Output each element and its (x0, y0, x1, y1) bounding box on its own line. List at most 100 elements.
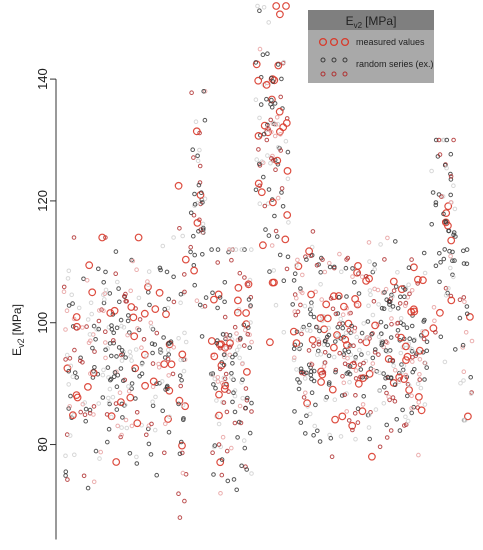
random-series-point (464, 247, 470, 252)
random-series-point (333, 369, 338, 375)
measured-point (415, 393, 423, 401)
random-series-point (385, 340, 390, 346)
random-series-point (220, 332, 226, 337)
random-series-point (403, 414, 408, 420)
random-series-point (199, 190, 204, 195)
random-series-point (247, 430, 253, 436)
measured-point (220, 385, 229, 393)
random-series-point (68, 363, 74, 369)
random-series-point (219, 457, 225, 462)
random-series-point (72, 452, 77, 458)
legend-label-measured: measured values (356, 37, 425, 47)
random-series-point (231, 377, 236, 383)
random-series-point (415, 405, 421, 410)
random-series-point (150, 403, 156, 409)
random-series-point (278, 148, 284, 153)
random-series-point (162, 306, 167, 312)
random-series-point (294, 295, 299, 301)
random-series-point (103, 329, 108, 335)
measured-point (444, 202, 453, 211)
random-series-point (306, 348, 312, 353)
random-series-point (290, 302, 296, 307)
random-series-point (177, 515, 183, 520)
random-series-point (340, 325, 346, 331)
random-series-point (399, 370, 404, 375)
measured-point (129, 313, 138, 322)
legend-marker-random-3 (342, 57, 348, 63)
random-series-point (388, 335, 394, 340)
random-series-point (191, 233, 196, 239)
random-series-point (260, 52, 266, 58)
measured-point (317, 378, 326, 386)
measured-point (338, 412, 347, 421)
random-series-point (230, 354, 235, 360)
measured-point (466, 313, 474, 321)
random-series-point (461, 295, 467, 300)
random-series-point (316, 348, 321, 354)
random-series-point (188, 210, 194, 216)
random-series-point (74, 375, 79, 380)
random-series-point (261, 174, 266, 180)
random-series-point (398, 294, 403, 300)
random-series-point (346, 327, 352, 333)
measured-point (436, 308, 444, 317)
random-series-point (137, 317, 143, 322)
random-series-point (384, 435, 390, 440)
random-series-point (118, 317, 124, 323)
random-series-point (197, 163, 203, 169)
random-series-point (88, 371, 93, 376)
random-series-point (171, 235, 176, 240)
random-series-point (117, 390, 123, 396)
random-series-point (393, 284, 399, 289)
random-series-point (256, 147, 261, 152)
random-series-point (359, 352, 364, 357)
random-series-point (317, 439, 323, 444)
random-series-point (234, 331, 239, 336)
random-series-point (176, 401, 181, 407)
random-series-point (409, 323, 415, 329)
random-series-point (229, 371, 234, 376)
random-series-point (139, 371, 145, 377)
y-axis-title: Ev2 [MPa] (10, 304, 26, 356)
measured-point (262, 80, 271, 89)
random-series-point (269, 97, 274, 103)
legend-title: Ev2 [MPa] (346, 14, 397, 30)
random-series-point (234, 487, 239, 493)
measured-point (88, 288, 97, 297)
random-series-point (377, 388, 383, 393)
random-series-point (96, 326, 101, 332)
random-series-point (406, 282, 411, 288)
random-series-point (119, 432, 124, 438)
measured-point (178, 350, 187, 359)
random-series-point (429, 168, 434, 174)
random-series-point (243, 327, 248, 333)
random-series-point (229, 257, 234, 263)
random-series-point (418, 385, 424, 391)
random-series-point (388, 428, 394, 433)
random-series-point (242, 247, 247, 252)
random-series-point (211, 472, 216, 477)
measured-point (254, 179, 263, 188)
random-series-point (443, 293, 449, 298)
random-series-point (439, 194, 444, 199)
random-series-point (403, 300, 409, 306)
random-series-point (217, 366, 223, 372)
random-series-point (304, 257, 309, 262)
random-series-point (291, 346, 297, 352)
random-series-point (243, 386, 249, 391)
random-series-point (365, 350, 371, 356)
random-series-point (229, 247, 234, 252)
measured-point (270, 278, 278, 287)
random-series-point (402, 294, 407, 300)
random-series-point (337, 321, 342, 327)
random-series-point (78, 409, 83, 415)
random-series-point (333, 339, 338, 344)
random-series-point (389, 316, 394, 321)
random-series-point (395, 328, 401, 333)
random-series-point (127, 349, 133, 355)
measured-point (116, 398, 125, 407)
random-series-point (334, 333, 340, 338)
random-series-point (372, 349, 378, 355)
random-series-point (442, 359, 448, 365)
random-series-point (350, 266, 355, 271)
